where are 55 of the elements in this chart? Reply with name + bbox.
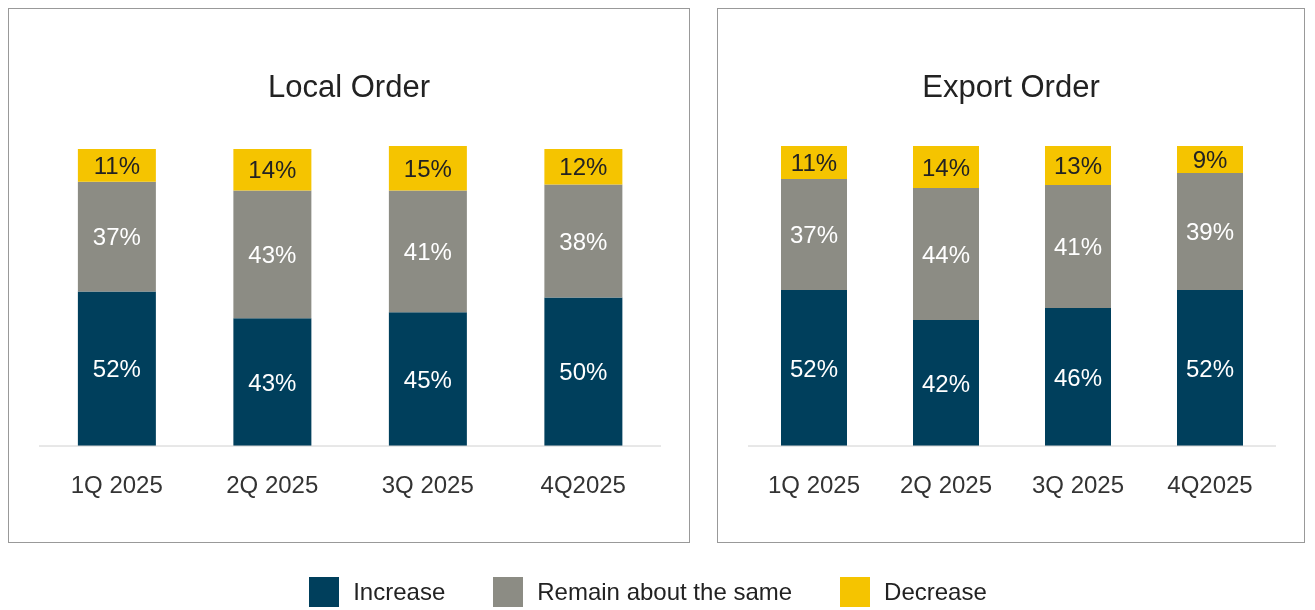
data-label: 43%: [248, 240, 297, 268]
data-label: 9%: [1192, 146, 1228, 174]
data-label: 11%: [790, 149, 838, 177]
x-tick-label: 4Q2025: [540, 471, 626, 499]
data-label: 37%: [92, 223, 141, 251]
bar: [913, 320, 979, 446]
data-label: 15%: [403, 154, 452, 182]
x-tick-label: 2Q 2025: [899, 471, 993, 499]
data-label: 52%: [92, 355, 141, 383]
bar: [544, 297, 623, 446]
data-label: 13%: [1053, 152, 1103, 180]
data-label: 39%: [1185, 218, 1235, 246]
data-label: 38%: [559, 227, 608, 255]
data-label: 52%: [789, 354, 839, 382]
x-tick-label: 4Q2025: [1167, 471, 1253, 499]
data-label: 43%: [248, 368, 297, 396]
bar: [233, 190, 312, 319]
bar: [1045, 308, 1111, 446]
bar: [781, 290, 847, 446]
bar: [544, 184, 623, 298]
bar: [913, 188, 979, 320]
x-tick-label: 3Q 2025: [1031, 471, 1125, 499]
data-label: 11%: [93, 151, 141, 179]
x-tick-label: 2Q 2025: [226, 471, 319, 499]
x-tick-label: 1Q 2025: [70, 471, 163, 499]
data-label: 14%: [248, 156, 297, 184]
legend-label: Decrease: [884, 578, 987, 606]
data-label: 52%: [1185, 354, 1235, 382]
bar: [388, 190, 467, 313]
data-label: 37%: [789, 221, 839, 249]
bar: [388, 146, 467, 191]
bar: [388, 312, 467, 446]
data-label: 46%: [1053, 363, 1103, 391]
chart-title: Local Order: [267, 68, 431, 106]
data-label: 41%: [1053, 233, 1103, 261]
data-label: 50%: [559, 358, 608, 386]
data-label: 44%: [921, 240, 971, 268]
bar: [1045, 185, 1111, 308]
chart-title: Export Order: [921, 68, 1101, 106]
legend-label: Increase: [353, 578, 446, 606]
data-label: 45%: [403, 365, 452, 393]
bar: [1177, 290, 1243, 446]
bar: [233, 148, 312, 191]
bar: [77, 291, 156, 446]
x-tick-label: 1Q 2025: [767, 471, 861, 499]
data-label: 41%: [403, 237, 452, 265]
x-tick-label: 3Q 2025: [381, 471, 474, 499]
bar: [781, 179, 847, 290]
data-label: 42%: [921, 369, 971, 397]
legend-label: Remain about the same: [537, 578, 793, 606]
data-label: 14%: [921, 153, 971, 181]
bar: [1177, 173, 1243, 290]
bar: [77, 181, 156, 292]
data-label: 12%: [559, 153, 608, 181]
bar: [233, 318, 312, 446]
